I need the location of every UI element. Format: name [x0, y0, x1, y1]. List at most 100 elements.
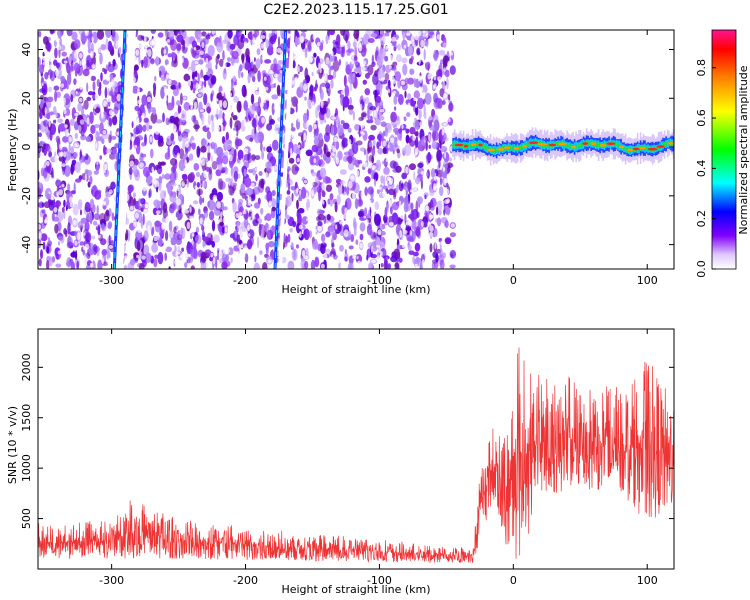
noise-gap	[301, 172, 304, 178]
noise-blob	[315, 83, 318, 90]
noise-gap	[52, 101, 58, 106]
noise-blob	[77, 221, 84, 229]
noise-gap	[244, 148, 249, 153]
noise-blob	[93, 213, 101, 221]
noise-gap	[144, 203, 149, 209]
noise-blob	[424, 92, 432, 105]
noise-gap	[389, 199, 392, 208]
noise-blob	[141, 94, 148, 106]
noise-blob	[290, 127, 296, 132]
noise-blob	[251, 60, 254, 69]
noise-gap	[260, 43, 264, 49]
noise-blob	[263, 146, 266, 152]
noise-gap	[267, 259, 272, 264]
noise-blob	[148, 125, 153, 130]
noise-gap	[321, 182, 327, 191]
noise-blob	[46, 96, 54, 103]
noise-blob	[347, 40, 351, 50]
noise-blob	[323, 143, 327, 155]
noise-gap	[155, 105, 160, 110]
band-peak	[590, 142, 596, 145]
noise-blob	[408, 45, 413, 56]
noise-blob	[54, 47, 58, 59]
noise-blob	[97, 224, 101, 236]
noise-blob	[428, 115, 433, 121]
noise-gap	[184, 44, 188, 48]
noise-gap	[199, 50, 205, 55]
noise-blob	[230, 83, 235, 92]
noise-gap	[38, 232, 42, 240]
noise-blob	[171, 95, 175, 107]
noise-blob	[289, 228, 293, 233]
noise-blob	[444, 236, 452, 244]
noise-gap	[205, 124, 210, 128]
noise-blob	[367, 186, 374, 195]
noise-gap	[217, 140, 223, 146]
colorbar-tick-label: 0.6	[695, 109, 708, 127]
noise-blob	[324, 248, 331, 255]
noise-blob	[99, 212, 106, 224]
noise-gap	[135, 212, 139, 219]
noise-gap	[444, 188, 450, 195]
noise-gap	[139, 162, 144, 168]
noise-blob	[207, 114, 211, 126]
noise-blob	[439, 177, 443, 186]
noise-blob	[438, 209, 442, 216]
noise-gap	[276, 47, 282, 54]
noise-blob	[326, 74, 334, 80]
noise-blob	[391, 212, 399, 225]
noise-blob	[286, 190, 291, 195]
noise-blob	[111, 30, 116, 38]
noise-blob	[291, 248, 298, 261]
noise-blob	[40, 233, 48, 242]
noise-gap	[166, 64, 171, 69]
noise-gap	[331, 254, 334, 260]
spectrogram-y-ticks: -40 -20 0 20 40	[20, 43, 674, 254]
noise-blob	[230, 177, 234, 186]
noise-blob	[146, 175, 153, 185]
noise-blob	[260, 207, 264, 215]
noise-gap	[79, 60, 82, 67]
noise-gap	[201, 159, 206, 166]
noise-blob	[408, 58, 413, 65]
noise-blob	[385, 30, 392, 33]
noise-blob	[47, 42, 52, 51]
noise-blob	[135, 129, 139, 135]
noise-gap	[306, 121, 309, 129]
noise-blob	[349, 96, 352, 106]
noise-gap	[405, 125, 411, 129]
noise-blob	[222, 39, 229, 44]
noise-blob	[92, 220, 98, 226]
noise-gap	[94, 92, 99, 101]
noise-gap	[185, 254, 189, 258]
noise-gap	[59, 246, 65, 255]
noise-gap	[221, 90, 225, 97]
noise-blob	[87, 181, 91, 188]
noise-gap	[338, 75, 342, 81]
noise-blob	[87, 38, 91, 51]
noise-gap	[422, 91, 426, 99]
noise-blob	[72, 203, 79, 216]
noise-blob	[365, 72, 370, 79]
artifact-gap	[115, 30, 137, 269]
noise-blob	[216, 191, 223, 202]
noise-gap	[299, 35, 305, 43]
noise-gap	[262, 98, 267, 104]
noise-gap	[418, 75, 423, 81]
noise-gap	[319, 68, 322, 74]
noise-blob	[243, 161, 250, 169]
band-peak	[599, 144, 607, 147]
noise-blob	[193, 71, 198, 77]
noise-blob	[271, 94, 279, 100]
noise-blob	[125, 217, 130, 225]
noise-blob	[155, 55, 160, 67]
noise-blob	[168, 266, 171, 269]
noise-blob	[132, 192, 136, 199]
noise-blob	[345, 34, 348, 44]
noise-blob	[334, 201, 338, 213]
noise-gap	[248, 162, 253, 170]
noise-gap	[443, 67, 446, 72]
noise-blob	[264, 59, 272, 64]
noise-blob	[300, 186, 307, 199]
noise-blob	[439, 140, 442, 149]
